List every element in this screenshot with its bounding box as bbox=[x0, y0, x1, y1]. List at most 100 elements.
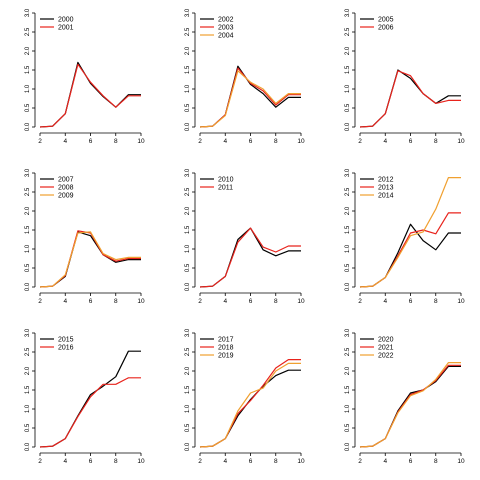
y-tick-label: 2.0 bbox=[345, 366, 351, 375]
x-tick-label: 10 bbox=[297, 138, 305, 145]
x-tick-label: 4 bbox=[63, 138, 67, 145]
x-tick-label: 8 bbox=[114, 458, 118, 465]
y-tick-label: 2.5 bbox=[185, 27, 191, 36]
y-tick-label: 1.5 bbox=[345, 65, 351, 74]
y-tick-label: 0.0 bbox=[345, 122, 351, 131]
series-line-2000 bbox=[39, 61, 141, 128]
legend-label: 2017 bbox=[218, 337, 234, 344]
series-line-2011 bbox=[199, 227, 301, 288]
x-tick-label: 4 bbox=[383, 298, 387, 305]
legend-label: 2008 bbox=[58, 185, 74, 192]
series-line-2015 bbox=[39, 350, 141, 448]
y-tick-label: 1.5 bbox=[185, 225, 191, 234]
series-line-2004 bbox=[199, 70, 301, 128]
legend-label: 2009 bbox=[58, 193, 74, 200]
y-tick-label: 2.0 bbox=[185, 366, 191, 375]
y-tick-label: 1.0 bbox=[185, 404, 191, 413]
x-tick-label: 2 bbox=[358, 458, 362, 465]
y-tick-label: 2.0 bbox=[345, 206, 351, 215]
legend-label: 2018 bbox=[218, 345, 234, 352]
y-tick-label: 2.0 bbox=[185, 46, 191, 55]
x-tick-label: 8 bbox=[274, 138, 278, 145]
series-line-2022 bbox=[359, 362, 461, 448]
legend-label: 2020 bbox=[378, 337, 394, 344]
x-tick-label: 6 bbox=[249, 458, 253, 465]
y-tick-label: 0.5 bbox=[185, 103, 191, 112]
y-tick-label: 1.0 bbox=[345, 84, 351, 93]
x-tick-label: 4 bbox=[63, 458, 67, 465]
x-tick-label: 6 bbox=[89, 458, 93, 465]
x-tick-label: 8 bbox=[114, 138, 118, 145]
y-tick-label: 0.5 bbox=[25, 423, 31, 432]
y-tick-label: 1.5 bbox=[185, 385, 191, 394]
series-line-2010 bbox=[199, 227, 301, 288]
legend-label: 2004 bbox=[218, 33, 234, 40]
legend-label: 2019 bbox=[218, 353, 234, 360]
y-tick-label: 0.5 bbox=[345, 263, 351, 272]
x-tick-label: 6 bbox=[409, 138, 413, 145]
x-tick-label: 2 bbox=[38, 138, 42, 145]
y-tick-label: 2.5 bbox=[25, 347, 31, 356]
y-tick-label: 2.5 bbox=[185, 347, 191, 356]
y-tick-label: 0.0 bbox=[25, 282, 31, 291]
x-tick-label: 2 bbox=[198, 298, 202, 305]
series-line-2018 bbox=[199, 359, 301, 448]
y-tick-label: 0.0 bbox=[185, 122, 191, 131]
x-tick-label: 2 bbox=[358, 138, 362, 145]
x-tick-label: 10 bbox=[137, 138, 145, 145]
x-tick-label: 6 bbox=[89, 138, 93, 145]
legend-label: 2005 bbox=[378, 17, 394, 24]
series-line-2019 bbox=[199, 362, 301, 448]
x-tick-label: 2 bbox=[358, 298, 362, 305]
series-line-2009 bbox=[39, 231, 141, 288]
y-tick-label: 0.5 bbox=[25, 103, 31, 112]
series-line-2016 bbox=[39, 377, 141, 448]
y-tick-label: 2.5 bbox=[25, 187, 31, 196]
x-tick-label: 10 bbox=[457, 458, 465, 465]
y-tick-label: 2.5 bbox=[25, 27, 31, 36]
legend-label: 2003 bbox=[218, 25, 234, 32]
y-tick-label: 3.0 bbox=[185, 168, 191, 177]
y-tick-label: 3.0 bbox=[25, 168, 31, 177]
y-tick-label: 1.0 bbox=[345, 244, 351, 253]
y-tick-label: 2.0 bbox=[25, 46, 31, 55]
x-tick-label: 6 bbox=[249, 138, 253, 145]
x-tick-label: 10 bbox=[137, 298, 145, 305]
series-line-2021 bbox=[359, 364, 461, 448]
x-tick-label: 4 bbox=[63, 298, 67, 305]
x-tick-label: 4 bbox=[383, 458, 387, 465]
x-tick-label: 4 bbox=[223, 138, 227, 145]
x-tick-label: 4 bbox=[223, 458, 227, 465]
y-tick-label: 2.0 bbox=[25, 206, 31, 215]
y-tick-label: 0.5 bbox=[25, 263, 31, 272]
y-tick-label: 3.0 bbox=[25, 8, 31, 17]
x-tick-label: 2 bbox=[38, 458, 42, 465]
x-tick-label: 6 bbox=[89, 298, 93, 305]
legend-label: 2011 bbox=[218, 185, 233, 192]
legend-label: 2001 bbox=[58, 25, 74, 32]
legend-label: 2016 bbox=[58, 345, 74, 352]
series-line-2017 bbox=[199, 369, 301, 448]
x-tick-label: 8 bbox=[434, 458, 438, 465]
y-tick-label: 0.0 bbox=[345, 442, 351, 451]
y-tick-label: 1.0 bbox=[185, 84, 191, 93]
y-tick-label: 0.0 bbox=[25, 122, 31, 131]
y-tick-label: 1.5 bbox=[345, 385, 351, 394]
y-tick-label: 1.0 bbox=[185, 244, 191, 253]
x-tick-label: 6 bbox=[409, 298, 413, 305]
legend-label: 2010 bbox=[218, 177, 234, 184]
y-tick-label: 2.0 bbox=[345, 46, 351, 55]
legend-label: 2015 bbox=[58, 337, 74, 344]
y-tick-label: 2.0 bbox=[185, 206, 191, 215]
y-tick-label: 0.5 bbox=[185, 263, 191, 272]
legend-label: 2013 bbox=[378, 185, 394, 192]
